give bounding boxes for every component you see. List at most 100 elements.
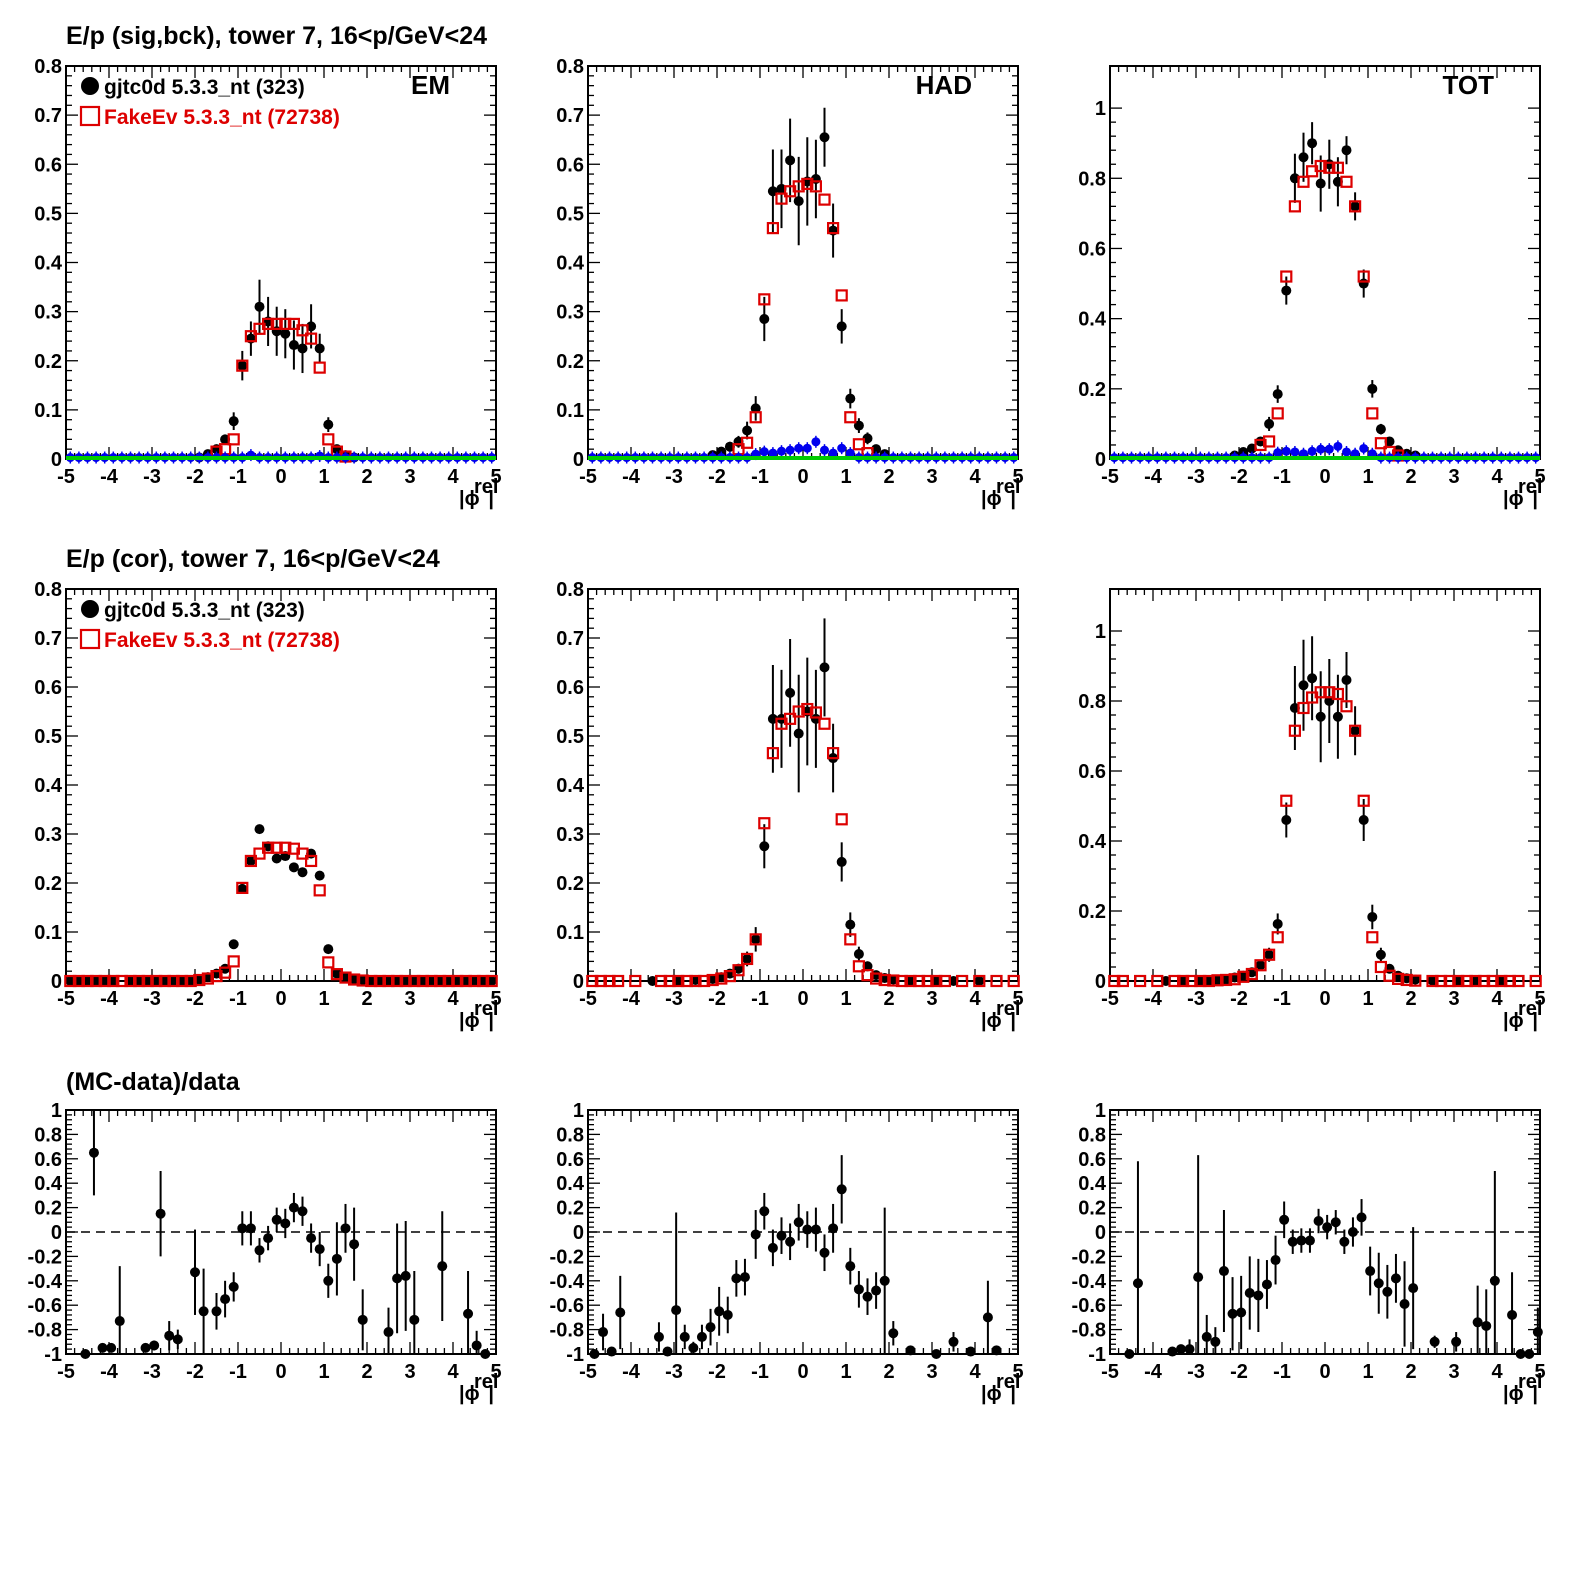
data-point xyxy=(776,1230,787,1241)
data-point xyxy=(862,1291,873,1302)
x-tick-label: 0 xyxy=(797,1361,808,1383)
x-axis-label-superscript: rel xyxy=(1518,476,1542,498)
x-tick-label: 3 xyxy=(404,1361,415,1383)
data-point xyxy=(819,1247,830,1258)
x-tick-label: -3 xyxy=(665,466,683,488)
x-tick-label: -2 xyxy=(708,466,726,488)
y-tick-label: 0 xyxy=(1095,971,1106,993)
x-tick-label: 4 xyxy=(447,1361,459,1383)
x-tick-label: 0 xyxy=(1319,1361,1330,1383)
mc-point xyxy=(809,180,823,193)
data-point xyxy=(1358,278,1369,289)
legend-label-data: gjtc0d 5.3.3_nt (323) xyxy=(104,76,305,99)
y-tick-label: 0.4 xyxy=(34,1173,63,1195)
mc-point xyxy=(1495,974,1508,988)
mc-point xyxy=(270,841,283,854)
x-tick-label: 1 xyxy=(840,1361,851,1383)
data-point xyxy=(1315,711,1326,722)
mc-point xyxy=(305,332,318,345)
mc-point xyxy=(1245,967,1259,981)
mc-point xyxy=(990,974,1003,988)
x-axis-label-superscript: rel xyxy=(996,998,1020,1020)
x-tick-label: 5 xyxy=(1534,988,1545,1010)
data-point xyxy=(1365,1266,1376,1277)
x-tick-label: 4 xyxy=(447,988,459,1010)
mc-point xyxy=(955,974,969,988)
data-point xyxy=(172,1334,183,1345)
mc-point xyxy=(184,974,197,988)
mc-point xyxy=(210,969,223,983)
data-point xyxy=(331,968,342,979)
mc-point xyxy=(749,411,762,424)
panel-cor-HAD: -5 -4 -3 -2 -1 0 1 2 3 4 5 0 0.1 0.2 0.3 0.4 0.5 0.6 0.7 0.… xyxy=(556,579,1023,1032)
data-point xyxy=(383,1327,394,1338)
mc-point xyxy=(680,974,694,988)
mc-point xyxy=(792,180,805,193)
y-tick-label: 0 xyxy=(573,971,584,993)
x-axis-label-bar: | xyxy=(1010,1010,1016,1032)
blue-point xyxy=(820,445,829,455)
x-tick-label: 4 xyxy=(969,466,981,488)
data-point xyxy=(853,420,864,431)
mc-point xyxy=(313,361,326,374)
y-tick-label: -0.4 xyxy=(550,1271,585,1293)
y-tick-label: 0.2 xyxy=(556,1198,584,1220)
series-dot xyxy=(65,824,497,986)
mc-point xyxy=(1340,175,1353,188)
mc-point xyxy=(1460,974,1474,988)
data-point xyxy=(228,939,239,950)
x-tick-label: 3 xyxy=(926,466,937,488)
data-point xyxy=(845,919,856,930)
data-point xyxy=(1307,138,1318,149)
series-square xyxy=(1108,686,1542,988)
data-point xyxy=(802,1224,813,1235)
blue-point xyxy=(1350,449,1360,459)
data-point xyxy=(1298,152,1309,163)
panel-sigbck-EM: -5 -4 -3 -2 -1 0 1 2 3 4 5 0 0.1 0.2 0.3 0.4 0.5 0.6 0.7 0.… xyxy=(34,56,501,510)
mc-point xyxy=(1331,687,1345,701)
data-point xyxy=(1408,1283,1419,1294)
data-point xyxy=(349,1239,360,1250)
y-tick-label: 0.1 xyxy=(556,400,584,422)
plot-frame xyxy=(587,588,1019,982)
mc-point xyxy=(801,177,814,190)
mc-point xyxy=(313,884,326,897)
x-tick-label: 2 xyxy=(883,988,894,1010)
mc-point xyxy=(167,974,180,988)
mc-point xyxy=(296,847,309,860)
mc-point xyxy=(930,974,943,988)
data-point xyxy=(1524,1349,1535,1359)
blue-point xyxy=(777,446,786,456)
x-tick-label: 0 xyxy=(797,988,808,1010)
data-point xyxy=(836,856,847,867)
x-axis-label: |ϕ xyxy=(459,1010,480,1032)
mc-point xyxy=(826,747,840,760)
x-tick-label: 4 xyxy=(969,1361,981,1383)
x-tick-label: 2 xyxy=(1405,1361,1416,1383)
data-point xyxy=(340,1223,351,1234)
legend-marker-mc xyxy=(79,105,101,127)
data-point xyxy=(97,1342,108,1353)
y-tick-label: 0.6 xyxy=(34,154,62,176)
mc-point xyxy=(586,974,599,988)
data-point xyxy=(437,1261,448,1272)
x-tick-label: 4 xyxy=(1491,988,1503,1010)
mc-point xyxy=(706,973,719,987)
data-point xyxy=(739,1272,750,1283)
y-tick-label: 0.4 xyxy=(1078,309,1107,331)
data-point xyxy=(742,953,753,964)
data-point xyxy=(828,1223,839,1234)
data-point xyxy=(1272,389,1283,400)
mc-point xyxy=(1400,973,1413,987)
x-tick-label: -1 xyxy=(229,988,247,1010)
x-tick-label: 4 xyxy=(1491,1361,1503,1383)
data-point xyxy=(383,976,394,986)
x-tick-label: -3 xyxy=(143,988,161,1010)
x-tick-label: 2 xyxy=(883,1361,894,1383)
mc-point xyxy=(844,933,857,946)
mc-point xyxy=(322,956,335,969)
data-point xyxy=(974,976,985,986)
x-tick-label: 2 xyxy=(361,1361,372,1383)
mc-point xyxy=(809,706,823,719)
